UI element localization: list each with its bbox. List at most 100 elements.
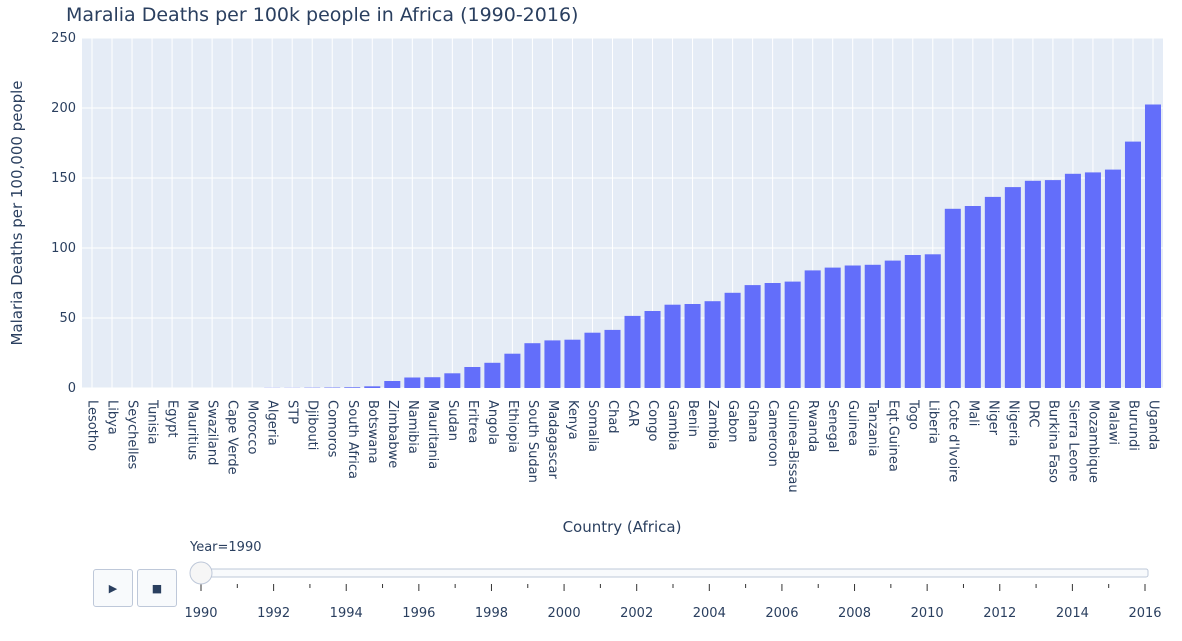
x-tick-label: Lesotho <box>85 400 100 451</box>
bar[interactable] <box>604 329 621 388</box>
x-tick-label: Cameroon <box>765 400 780 467</box>
stop-button[interactable]: ■ <box>137 569 177 607</box>
slider-tick-label[interactable]: 1990 <box>184 606 217 621</box>
x-tick-label: Ethiopia <box>505 400 520 453</box>
y-tick-label: 200 <box>51 101 76 116</box>
bar[interactable] <box>924 254 941 388</box>
slider-tick-label[interactable]: 2016 <box>1128 606 1161 621</box>
slider-tick-label[interactable]: 2002 <box>620 606 653 621</box>
bar[interactable] <box>744 285 761 388</box>
bar[interactable] <box>724 292 741 388</box>
slider-handle[interactable] <box>189 561 213 585</box>
slider-tick-label[interactable]: 1992 <box>257 606 290 621</box>
bar[interactable] <box>1064 173 1081 388</box>
bar[interactable] <box>484 362 501 388</box>
x-tick-label: Guinea-Bissau <box>785 400 800 493</box>
bar[interactable] <box>404 377 421 389</box>
x-tick-label: DRC <box>1025 400 1040 427</box>
chart-title: Maralia Deaths per 100k people in Africa… <box>66 4 578 26</box>
y-tick-label: 0 <box>68 381 76 396</box>
slider-tick-label[interactable]: 1996 <box>402 606 435 621</box>
bar[interactable] <box>824 267 841 388</box>
bar[interactable] <box>364 386 381 388</box>
bar[interactable] <box>1124 141 1141 388</box>
bar[interactable] <box>444 373 461 388</box>
slider-tick-label[interactable]: 1998 <box>475 606 508 621</box>
bar[interactable] <box>544 340 561 388</box>
slider-rail[interactable] <box>200 568 1149 578</box>
bar[interactable] <box>1104 169 1121 388</box>
bar[interactable] <box>1144 104 1161 389</box>
bar[interactable] <box>844 265 861 389</box>
x-tick-label: Togo <box>905 399 920 430</box>
slider-tick-label[interactable]: 2004 <box>693 606 726 621</box>
x-tick-label: Cote d'Ivoire <box>945 400 960 482</box>
stop-icon: ■ <box>151 581 163 595</box>
bar[interactable] <box>664 304 681 388</box>
x-tick-label: Eritrea <box>465 400 480 443</box>
x-tick-label: CAR <box>625 400 640 427</box>
bar[interactable] <box>424 377 441 388</box>
y-tick-label: 150 <box>51 171 76 186</box>
bar[interactable] <box>984 196 1001 388</box>
x-tick-label: Mauritania <box>425 400 440 469</box>
slider-tick-label[interactable]: 2000 <box>548 606 581 621</box>
x-tick-label: Gambia <box>665 400 680 451</box>
x-tick-label: Seychelles <box>125 400 140 470</box>
bar[interactable] <box>524 343 541 388</box>
bar[interactable] <box>564 339 581 388</box>
play-button[interactable]: ▶ <box>93 569 133 607</box>
slider-tick-label[interactable]: 2008 <box>838 606 871 621</box>
bar[interactable] <box>1024 180 1041 388</box>
bar[interactable] <box>684 304 701 388</box>
slider-tick-label[interactable]: 2010 <box>911 606 944 621</box>
bar[interactable] <box>384 381 401 388</box>
x-tick-label: Uganda <box>1145 400 1160 450</box>
x-tick-label: Congo <box>645 400 660 442</box>
plot-background <box>82 38 1163 388</box>
x-tick-label: Zimbabwe <box>385 400 400 468</box>
x-tick-label: Somalia <box>585 400 600 452</box>
y-tick-label: 100 <box>51 241 76 256</box>
slider-tick-label[interactable]: 2012 <box>983 606 1016 621</box>
bar[interactable] <box>584 332 601 388</box>
bar[interactable] <box>884 260 901 388</box>
x-tick-label: Nigeria <box>1005 400 1020 447</box>
x-tick-label: Ghana <box>745 400 760 443</box>
bar[interactable] <box>864 264 881 388</box>
slider-ticks: 1990 1992 1994 1996 1998 2000 2002 2004 2006 2008… <box>184 584 1162 621</box>
bar[interactable] <box>1084 172 1101 388</box>
slider-tick-label[interactable]: 1994 <box>330 606 363 621</box>
bar[interactable] <box>784 281 801 388</box>
x-tick-label: South Africa <box>345 400 360 479</box>
x-tick-label: Madagascar <box>545 400 560 480</box>
bar[interactable] <box>964 206 981 388</box>
x-tick-label: Mozambique <box>1085 400 1100 483</box>
y-axis-title: Malaria Deaths per 100,000 people <box>8 80 26 345</box>
slider-tick-label[interactable]: 2006 <box>765 606 798 621</box>
bar[interactable] <box>1004 187 1021 388</box>
bar[interactable] <box>904 255 921 388</box>
bar[interactable] <box>764 283 781 388</box>
bar[interactable] <box>504 353 521 388</box>
x-tick-label: Libya <box>105 400 120 435</box>
bar[interactable] <box>944 208 961 388</box>
bar[interactable] <box>344 387 361 388</box>
x-tick-label: Liberia <box>925 400 940 444</box>
bar[interactable] <box>464 367 481 388</box>
slider-tick-label[interactable]: 2014 <box>1056 606 1089 621</box>
bar[interactable] <box>624 315 641 388</box>
x-tick-label: Eqt.Guinea <box>885 400 900 472</box>
x-tick-label: Niger <box>985 400 1000 436</box>
x-tick-label: Algeria <box>265 400 280 446</box>
x-tick-label: Cape Verde <box>225 400 240 475</box>
y-tick-label: 50 <box>59 311 76 326</box>
x-tick-label: Sierra Leone <box>1065 400 1080 482</box>
x-tick-label: Comoros <box>325 400 340 458</box>
bar[interactable] <box>644 311 661 388</box>
bar[interactable] <box>1044 180 1061 388</box>
bar[interactable] <box>804 270 821 388</box>
bar[interactable] <box>704 301 721 388</box>
x-tick-label: Mauritius <box>185 400 200 460</box>
